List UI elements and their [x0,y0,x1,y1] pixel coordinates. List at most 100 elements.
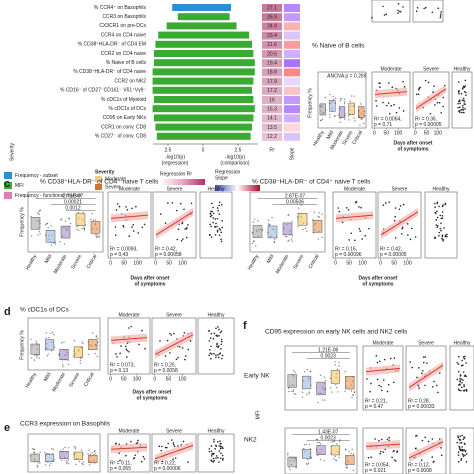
dot [213,332,216,335]
dot [383,14,386,16]
facet-label: Severe [392,186,408,192]
dot [62,448,64,450]
dot [335,383,337,386]
dot [169,332,171,335]
facet-label: Moderate [118,428,139,434]
dot [115,209,118,211]
dot [323,376,325,378]
dot [398,208,401,211]
tick-label: 50 [166,376,172,382]
dot [380,438,383,441]
dot [47,461,49,464]
dot [164,355,167,357]
slope-cell [284,132,300,141]
dot [214,234,217,236]
dot [286,454,289,456]
dot [310,456,313,459]
facet-frame [449,427,474,474]
dot [402,110,405,112]
slope-cell [284,40,300,49]
category-label: Healthy [312,129,326,147]
dot [50,463,52,465]
dot [284,235,287,238]
dot [218,201,221,204]
dot [39,462,41,464]
annotation: 0.0023 [321,353,337,359]
dot [437,391,439,394]
dot [333,98,335,100]
dot [184,355,187,357]
dot [318,441,321,444]
legend-title: Regression R² [160,171,192,177]
annotation: ANOVA p = 0.269 [327,73,366,79]
dot [253,218,256,220]
dot [287,387,290,389]
dot [375,105,378,107]
dot [388,112,391,115]
dot [387,383,390,386]
dot [208,233,211,236]
legend-swatch [95,176,102,182]
dot [220,338,223,341]
dot [462,364,464,367]
dot [88,464,91,466]
dot [397,12,399,14]
row-label: % Naive of B cells [106,60,147,66]
dot [461,99,464,101]
dot [115,353,117,355]
facet-frame [107,191,152,259]
dot [76,226,78,228]
dot [439,13,442,15]
dot [215,222,217,225]
dot [383,358,386,361]
gradient-bar [160,179,205,185]
dot [330,387,332,389]
dot [126,349,129,352]
dot [456,378,459,381]
dot [177,356,179,359]
dot [212,461,215,463]
box [319,103,326,116]
dot [457,454,460,456]
dot [303,444,306,446]
dot [60,342,63,344]
dot [462,106,464,109]
plot-frame [284,345,358,411]
dot [217,346,219,349]
dot [30,215,32,218]
dot [69,222,72,225]
dot [97,337,99,340]
dot [67,459,70,461]
dot [335,386,338,389]
dot [441,211,444,213]
dot [444,234,447,237]
dot [463,384,465,386]
dot [137,232,140,234]
category-label: Mild [266,253,276,264]
dot [353,391,356,394]
dot [461,381,463,384]
stat-text: R² = 0.28, [408,398,430,404]
dot [53,334,55,336]
dot [215,334,218,337]
stat-text: p = 0.00033 [408,404,435,410]
r2-cell [262,68,282,77]
dot [442,204,444,206]
box [30,453,40,462]
dot [462,85,465,88]
category-label: Mild [43,371,53,382]
dot [329,93,331,96]
dot [177,445,179,447]
dot [409,361,411,363]
dot [169,352,171,354]
facet-frame [362,345,404,411]
dot [216,207,219,209]
dot [457,436,460,439]
dot [324,379,327,382]
dot [462,389,465,392]
slope-cell [284,31,300,40]
tick-label: 50 [121,376,127,382]
dot [385,13,388,16]
slope-cell [284,50,300,58]
